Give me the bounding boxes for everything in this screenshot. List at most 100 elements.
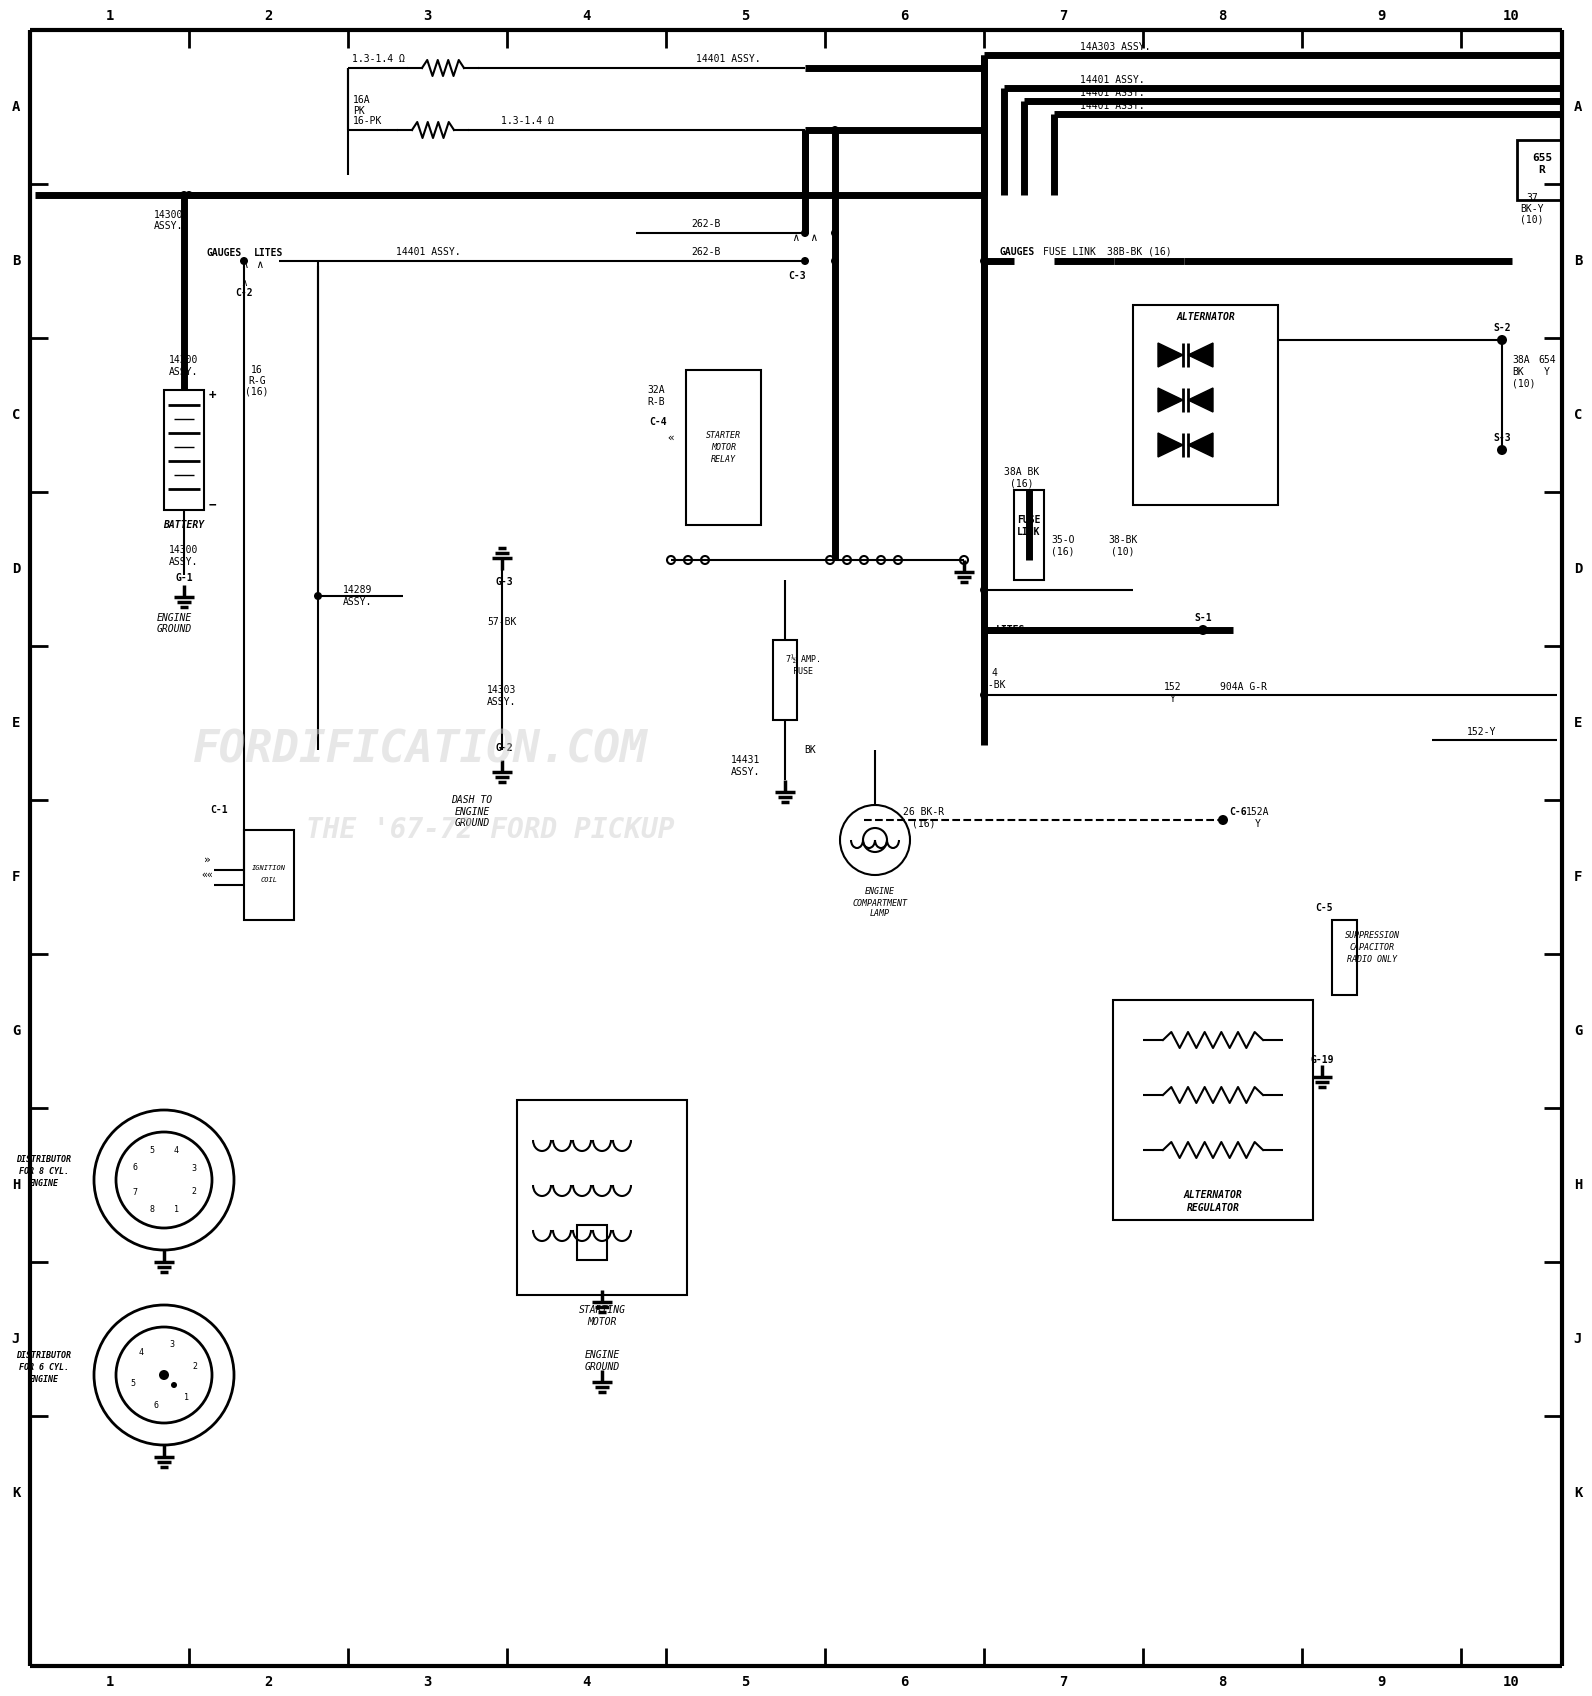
Text: J: J xyxy=(11,1331,21,1347)
Text: 152A: 152A xyxy=(1247,807,1270,817)
Text: 38B-BK (16): 38B-BK (16) xyxy=(1106,248,1172,258)
Polygon shape xyxy=(1157,388,1183,412)
Text: 16: 16 xyxy=(252,365,263,375)
Text: 14300: 14300 xyxy=(169,544,199,555)
Text: ASSY.: ASSY. xyxy=(487,697,517,707)
Text: K: K xyxy=(11,1486,21,1499)
Text: G: G xyxy=(11,1024,21,1038)
Circle shape xyxy=(981,690,989,699)
Text: G: G xyxy=(1574,1024,1582,1038)
Text: R-B: R-B xyxy=(648,397,665,407)
Text: GROUND: GROUND xyxy=(584,1362,619,1372)
Text: BK: BK xyxy=(804,745,815,755)
Bar xyxy=(576,1225,607,1260)
Text: 2: 2 xyxy=(191,1187,196,1196)
Text: 14401 ASSY.: 14401 ASSY. xyxy=(1079,88,1145,98)
Text: E: E xyxy=(11,716,21,729)
Text: ∧: ∧ xyxy=(240,259,247,270)
Text: 38-BK: 38-BK xyxy=(1108,534,1138,544)
Text: H: H xyxy=(1574,1179,1582,1192)
Text: «: « xyxy=(667,432,675,443)
Text: 2: 2 xyxy=(264,8,272,24)
Text: DISTRIBUTOR: DISTRIBUTOR xyxy=(16,1155,72,1165)
Text: THE '67-72 FORD PICKUP: THE '67-72 FORD PICKUP xyxy=(306,816,675,845)
Text: 654: 654 xyxy=(1538,354,1555,365)
Text: 14289: 14289 xyxy=(344,585,373,595)
Text: 32A: 32A xyxy=(648,385,665,395)
Text: MOTOR: MOTOR xyxy=(712,443,736,453)
Text: C-1: C-1 xyxy=(210,806,228,816)
Text: C-4: C-4 xyxy=(650,417,667,427)
Text: D: D xyxy=(1574,561,1582,577)
Text: −: − xyxy=(209,499,217,512)
Polygon shape xyxy=(1188,388,1213,412)
Circle shape xyxy=(170,1382,177,1387)
Text: +: + xyxy=(209,388,217,402)
Text: (10): (10) xyxy=(1111,548,1135,556)
Text: 2: 2 xyxy=(264,1676,272,1689)
Circle shape xyxy=(240,258,248,265)
Text: W-BK: W-BK xyxy=(982,680,1006,690)
Circle shape xyxy=(314,592,322,600)
Text: 262-B: 262-B xyxy=(691,219,721,229)
Text: 14401 ASSY.: 14401 ASSY. xyxy=(1079,75,1145,85)
Text: 262-B: 262-B xyxy=(691,248,721,258)
Text: IGNITION: IGNITION xyxy=(252,865,287,872)
Text: FUSE LINK: FUSE LINK xyxy=(1043,248,1095,258)
Text: ASSY.: ASSY. xyxy=(169,556,199,566)
Text: 6: 6 xyxy=(901,1676,909,1689)
Text: RADIO ONLY: RADIO ONLY xyxy=(1347,955,1398,963)
Text: 8: 8 xyxy=(1218,8,1227,24)
Text: COMPARTMENT: COMPARTMENT xyxy=(852,899,907,907)
Polygon shape xyxy=(1157,432,1183,456)
Text: 3: 3 xyxy=(423,1676,431,1689)
Text: (16): (16) xyxy=(1011,478,1033,488)
Text: 2: 2 xyxy=(193,1362,197,1372)
Text: Y: Y xyxy=(1544,366,1551,377)
Text: 152: 152 xyxy=(1164,682,1181,692)
Bar xyxy=(686,370,761,526)
Text: ENGINE: ENGINE xyxy=(29,1374,59,1384)
Text: 3: 3 xyxy=(191,1163,196,1172)
Text: DASH TO: DASH TO xyxy=(452,795,492,806)
Text: 14401 ASSY.: 14401 ASSY. xyxy=(1079,102,1145,110)
Text: 57-BK: 57-BK xyxy=(487,617,517,628)
Text: Y: Y xyxy=(1254,819,1261,829)
Text: SUPPRESSION: SUPPRESSION xyxy=(1345,931,1399,940)
Text: ∧: ∧ xyxy=(810,232,817,243)
Text: G-1: G-1 xyxy=(175,573,193,583)
Text: G-2: G-2 xyxy=(495,743,513,753)
Text: LITES: LITES xyxy=(255,248,283,258)
Text: ASSY.: ASSY. xyxy=(731,767,761,777)
Bar xyxy=(1333,919,1356,996)
Text: D: D xyxy=(11,561,21,577)
Text: S-3: S-3 xyxy=(1493,432,1511,443)
Text: K: K xyxy=(1574,1486,1582,1499)
Text: 16A: 16A xyxy=(353,95,371,105)
Circle shape xyxy=(981,126,989,134)
Text: 3: 3 xyxy=(170,1340,175,1348)
Text: S-1: S-1 xyxy=(1194,612,1212,622)
Text: 1: 1 xyxy=(185,1392,189,1403)
Text: 1: 1 xyxy=(174,1204,178,1214)
Text: 14401 ASSY.: 14401 ASSY. xyxy=(696,54,761,64)
Text: 655: 655 xyxy=(1532,153,1552,163)
Text: F: F xyxy=(11,870,21,884)
Text: 6: 6 xyxy=(132,1163,137,1172)
Text: R: R xyxy=(1538,165,1546,175)
Text: STARTING: STARTING xyxy=(578,1304,626,1314)
Text: 14431: 14431 xyxy=(731,755,761,765)
Text: REGULATOR: REGULATOR xyxy=(1186,1202,1240,1213)
Text: 35-O: 35-O xyxy=(1051,534,1075,544)
Text: C-3: C-3 xyxy=(788,271,806,282)
Bar xyxy=(1014,490,1044,580)
Circle shape xyxy=(831,229,839,237)
Text: ALTERNATOR: ALTERNATOR xyxy=(1176,312,1235,322)
Text: J: J xyxy=(1574,1331,1582,1347)
Text: GROUND: GROUND xyxy=(454,817,490,828)
Circle shape xyxy=(831,258,839,265)
Text: (16): (16) xyxy=(1051,548,1075,556)
Text: DISTRIBUTOR: DISTRIBUTOR xyxy=(16,1350,72,1360)
Text: 1: 1 xyxy=(105,1676,113,1689)
Text: 10: 10 xyxy=(1503,1676,1520,1689)
